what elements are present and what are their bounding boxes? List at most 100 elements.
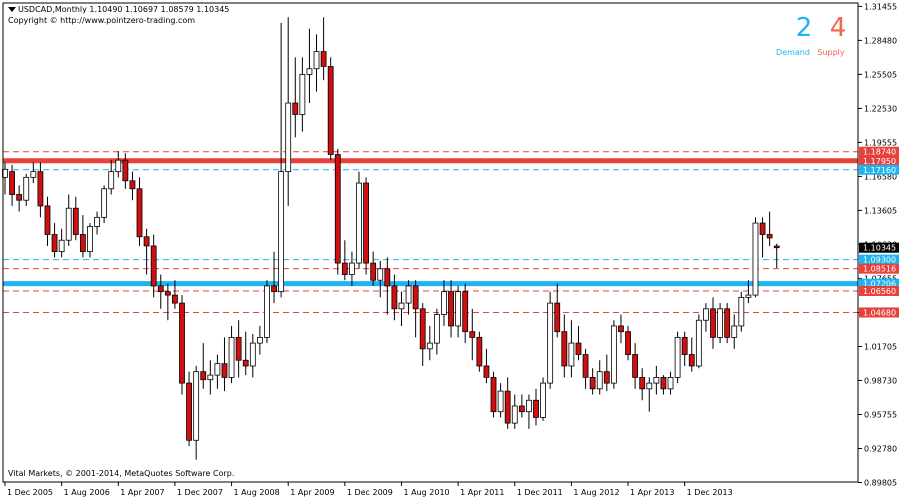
symbol-line: USDCAD,Monthly 1.10490 1.10697 1.08579 1… <box>8 4 229 15</box>
time-tick-label: 1 Dec 2011 <box>517 488 563 497</box>
candle-bear <box>51 234 58 253</box>
supply-level-label: 1.08516 <box>863 265 896 274</box>
supply-label: Supply <box>817 48 845 57</box>
candle-bull <box>377 268 384 281</box>
levels-layer <box>3 151 858 313</box>
candle-bear <box>16 194 23 201</box>
candle-bear <box>773 245 780 249</box>
candle-bull <box>356 182 362 264</box>
candle-bear <box>412 285 419 310</box>
demand-label: Demand <box>776 48 810 57</box>
candle-bull <box>731 325 738 338</box>
candle-bull <box>738 296 745 327</box>
candle-bear <box>44 205 51 235</box>
candle-bull <box>349 262 355 275</box>
candle-bear <box>448 291 454 327</box>
candle-bear <box>561 331 568 367</box>
candle-bull <box>717 308 723 338</box>
candle-bear <box>419 308 426 350</box>
time-tick-label: 1 Aug 2008 <box>234 488 280 497</box>
candle-bull <box>441 291 447 315</box>
candle-bear <box>490 376 497 413</box>
candle-bull <box>596 371 603 390</box>
candle-bull <box>306 68 313 75</box>
candle-bear <box>37 171 44 207</box>
supply-count: 4 <box>829 13 847 43</box>
candle-bull <box>108 171 115 190</box>
candle-bear <box>136 188 143 238</box>
supply-level-label: 1.17950 <box>863 157 896 166</box>
candle-bull <box>228 336 235 378</box>
candle-bear <box>271 285 277 293</box>
candle-bear <box>688 354 695 367</box>
price-tick-label: 1.31455 <box>864 2 897 11</box>
candle-bull <box>646 382 653 390</box>
candle-bear <box>150 245 157 287</box>
candle-bear <box>9 171 15 195</box>
candle-bull <box>540 382 546 418</box>
candle-bear <box>292 102 299 115</box>
candle-bear <box>172 294 178 304</box>
candle-bear <box>589 376 596 390</box>
candle-bear <box>334 154 341 264</box>
current-price-label-bg <box>859 242 899 253</box>
candle-bull <box>405 285 412 304</box>
candle-bear <box>370 262 377 281</box>
candle-bear <box>72 207 79 235</box>
dropdown-triangle-icon[interactable] <box>8 7 16 12</box>
candle-bear <box>504 390 511 424</box>
supply-level-label-bg <box>859 263 899 274</box>
demand-level-label: 1.09300 <box>863 256 896 265</box>
candle-bear <box>221 363 228 378</box>
candle-bear <box>327 66 334 155</box>
candle-bear <box>681 336 688 355</box>
demand-level-label-bg <box>859 254 899 265</box>
demand-level-label: 1.07206 <box>863 280 896 289</box>
candle-bear <box>200 371 207 381</box>
price-tick-label: 0.89805 <box>864 479 897 488</box>
candle-bear <box>533 399 539 418</box>
price-tick-label: 1.19555 <box>864 138 897 147</box>
plot-frame <box>2 2 859 483</box>
candle-bull <box>610 325 617 384</box>
candle-bull <box>313 51 320 70</box>
candle-bull <box>745 294 752 298</box>
candle-bear <box>575 342 582 355</box>
candle-bear <box>766 234 773 239</box>
candle-bear <box>320 51 327 67</box>
price-tick-label: 1.01705 <box>864 342 897 351</box>
price-tick-label: 1.25505 <box>864 70 897 79</box>
candle-bear <box>724 308 731 338</box>
candle-bull <box>94 216 100 227</box>
candle-bull <box>526 399 532 413</box>
current-price-label: 1.10345 <box>863 244 896 253</box>
candle-bull <box>511 405 518 424</box>
candle-bear <box>164 291 171 296</box>
time-tick-label: 1 Dec 2007 <box>177 488 223 497</box>
time-tick-label: 1 Dec 2009 <box>347 488 393 497</box>
candle-bull <box>703 308 709 321</box>
time-tick-label: 1 Apr 2013 <box>630 488 674 497</box>
candle-bull <box>568 342 575 367</box>
symbol-text: USDCAD,Monthly 1.10490 1.10697 1.08579 1… <box>18 5 230 14</box>
candle-bear <box>518 405 525 413</box>
time-tick-label: 1 Aug 2006 <box>64 488 110 497</box>
candle-bull <box>214 363 221 376</box>
candle-bear <box>660 376 667 390</box>
candle-bear <box>603 371 610 384</box>
price-tick-label: 0.98730 <box>864 376 897 385</box>
candle-bear <box>122 159 129 182</box>
demand-count: 2 <box>795 13 813 43</box>
candle-bear <box>79 234 86 253</box>
candle-bull <box>497 390 504 413</box>
candle-bear <box>363 182 369 264</box>
candle-bear <box>476 336 483 367</box>
footer-credit: Vital Markets, © 2001-2014, MetaQuotes S… <box>8 469 235 478</box>
candle-bull <box>426 342 433 350</box>
candle-bear <box>469 331 476 338</box>
candle-bear <box>554 302 561 333</box>
price-tick-label: 1.13605 <box>864 206 897 215</box>
